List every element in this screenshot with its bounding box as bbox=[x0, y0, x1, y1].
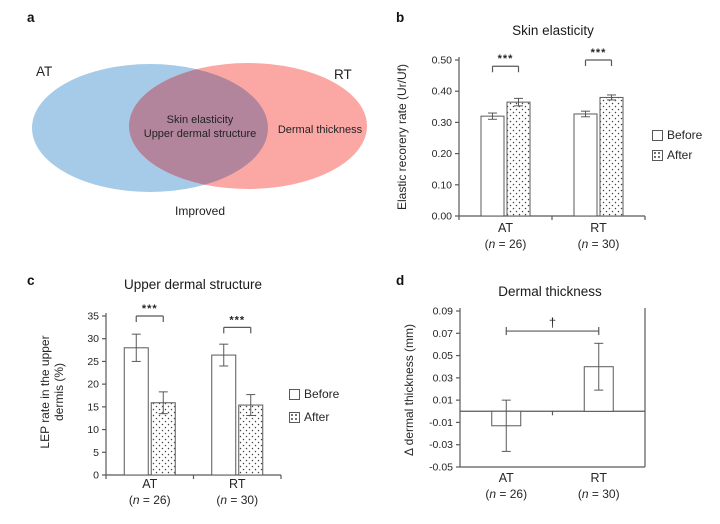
svg-text:***: *** bbox=[498, 53, 514, 65]
venn-overlap-line1: Skin elasticity bbox=[166, 114, 234, 126]
legend-item-before: Before bbox=[652, 128, 702, 142]
svg-text:0: 0 bbox=[93, 470, 99, 482]
legend-label-after: After bbox=[667, 148, 693, 162]
venn-overlap-line2: Upper dermal structure bbox=[143, 128, 257, 140]
svg-text:(n = 30): (n = 30) bbox=[578, 237, 620, 251]
panel-label-b: b bbox=[396, 10, 405, 25]
legend-item-after: After bbox=[289, 410, 339, 424]
legend-c: Before After bbox=[289, 387, 339, 433]
svg-text:-0.03: -0.03 bbox=[429, 439, 453, 451]
svg-text:RT: RT bbox=[591, 471, 608, 485]
svg-text:0.09: 0.09 bbox=[433, 306, 454, 318]
legend-swatch-after bbox=[289, 411, 300, 423]
chart-b-ylabel: Elastic recorery rate (Ur/Uf) bbox=[395, 63, 409, 211]
venn-diagram bbox=[32, 63, 367, 192]
legend-label-before: Before bbox=[667, 128, 703, 142]
chart-c-ylabel: LEP rate in the upper dermis (%) bbox=[38, 335, 66, 449]
svg-text:-0.05: -0.05 bbox=[429, 462, 453, 474]
legend-label-after: After bbox=[304, 410, 330, 424]
legend-item-after: After bbox=[652, 148, 702, 162]
svg-text:0.10: 0.10 bbox=[432, 179, 453, 191]
svg-text:RT: RT bbox=[229, 477, 246, 491]
chart-c: 0 5 10 15 20 25 30 35 *** *** AT (n = 26) RT (n = 30) bbox=[87, 303, 282, 507]
svg-text:0.07: 0.07 bbox=[433, 328, 454, 340]
svg-text:AT: AT bbox=[498, 221, 513, 235]
legend-swatch-before bbox=[289, 388, 300, 400]
svg-text:10: 10 bbox=[87, 424, 99, 436]
svg-text:35: 35 bbox=[87, 311, 99, 323]
svg-text:5: 5 bbox=[93, 447, 99, 459]
venn-right-set-label: RT bbox=[334, 67, 352, 82]
venn-overlap-text: Skin elasticity Upper dermal structure bbox=[115, 113, 285, 141]
legend-item-before: Before bbox=[289, 387, 339, 401]
svg-text:0.50: 0.50 bbox=[432, 55, 453, 67]
chart-c-title: Upper dermal structure bbox=[123, 277, 263, 292]
chart-b: 0.00 0.10 0.20 0.30 0.40 0.50 *** *** AT (n = 26)… bbox=[432, 47, 646, 251]
svg-text:AT: AT bbox=[499, 471, 514, 485]
svg-text:(n = 30): (n = 30) bbox=[216, 493, 258, 507]
svg-text:†: † bbox=[549, 315, 556, 330]
chart-d-title: Dermal thickness bbox=[498, 284, 602, 299]
svg-text:***: *** bbox=[591, 47, 607, 59]
legend-b: Before After bbox=[652, 128, 702, 168]
svg-text:0.40: 0.40 bbox=[432, 86, 453, 98]
venn-overlap-region bbox=[129, 64, 268, 189]
panel-label-c: c bbox=[27, 273, 35, 288]
svg-text:(n = 26): (n = 26) bbox=[485, 237, 527, 251]
svg-text:0.20: 0.20 bbox=[432, 148, 453, 160]
venn-left-set-label: AT bbox=[36, 64, 53, 79]
svg-text:15: 15 bbox=[87, 401, 99, 413]
venn-caption: Improved bbox=[174, 204, 226, 218]
svg-text:(n = 30): (n = 30) bbox=[578, 487, 620, 501]
svg-text:0.01: 0.01 bbox=[433, 395, 454, 407]
venn-right-only-text: Dermal thickness bbox=[277, 124, 363, 136]
chart-d: 0.09 0.07 0.05 0.03 0.01 -0.01 -0.03 -0.05 † AT (n… bbox=[429, 306, 646, 501]
svg-text:0.03: 0.03 bbox=[433, 372, 454, 384]
panel-label-a: a bbox=[27, 10, 35, 25]
chart-b-title: Skin elasticity bbox=[512, 23, 594, 38]
legend-label-before: Before bbox=[304, 387, 340, 401]
svg-text:30: 30 bbox=[87, 333, 99, 345]
panel-label-d: d bbox=[396, 273, 405, 288]
svg-text:(n = 26): (n = 26) bbox=[485, 487, 527, 501]
svg-text:***: *** bbox=[142, 303, 158, 315]
legend-swatch-after bbox=[652, 149, 663, 161]
svg-text:25: 25 bbox=[87, 356, 99, 368]
svg-text:0.05: 0.05 bbox=[433, 350, 454, 362]
svg-text:AT: AT bbox=[142, 477, 157, 491]
svg-text:0.30: 0.30 bbox=[432, 117, 453, 129]
svg-text:RT: RT bbox=[590, 221, 607, 235]
svg-text:-0.01: -0.01 bbox=[429, 417, 453, 429]
svg-text:0.00: 0.00 bbox=[432, 211, 453, 223]
svg-text:(n = 26): (n = 26) bbox=[129, 493, 171, 507]
legend-swatch-before bbox=[652, 129, 663, 141]
svg-text:20: 20 bbox=[87, 379, 99, 391]
svg-text:***: *** bbox=[229, 314, 245, 326]
